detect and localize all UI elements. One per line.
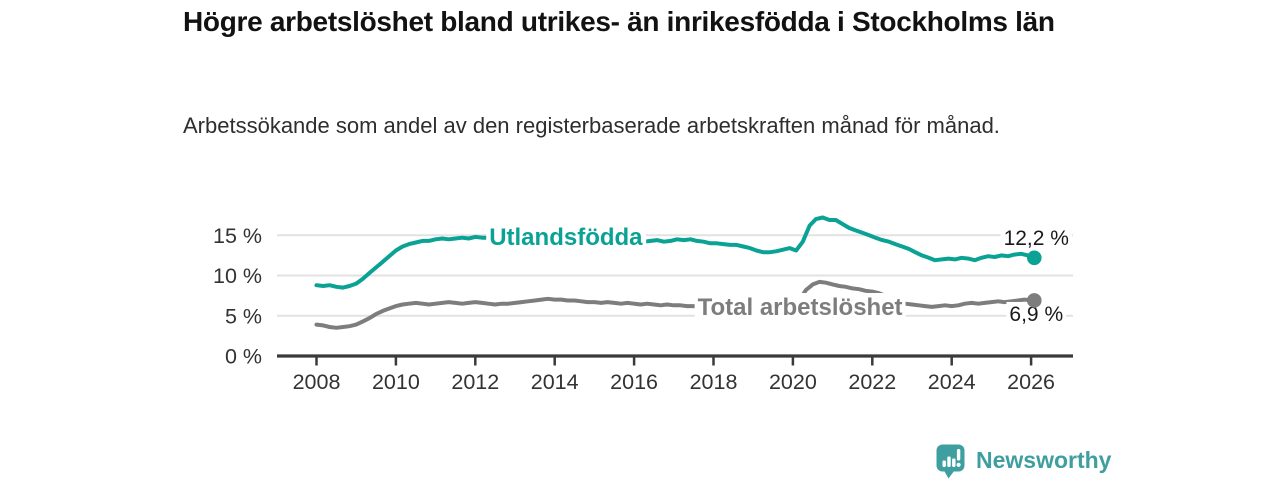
gridlines <box>277 234 1073 317</box>
x-tick-label: 2014 <box>531 370 579 394</box>
svg-text:Utlandsfödda: Utlandsfödda <box>489 224 643 251</box>
bar-chart-speech-bubble-icon <box>936 444 965 479</box>
newsworthy-logo: Newsworthy <box>936 444 1111 479</box>
label-backing <box>1000 225 1072 251</box>
series-end-dot <box>1026 250 1042 266</box>
label-backing <box>694 292 906 322</box>
x-tick-label: 2016 <box>610 370 658 394</box>
series-inline-label: Total arbetslöshet <box>694 292 906 322</box>
svg-text:6,9 %: 6,9 % <box>1009 303 1063 326</box>
series-line-utlandsf-dda <box>314 215 1037 290</box>
x-tick-label: 2022 <box>848 370 896 394</box>
x-tick-label: 2024 <box>928 370 976 394</box>
series-inline-label: Utlandsfödda <box>486 222 647 252</box>
x-tick-label: 2026 <box>1007 370 1055 394</box>
series-end-dot <box>1026 293 1042 308</box>
series-line-total-arbetsl-shet <box>314 279 1037 330</box>
brand-wordmark: Newsworthy <box>976 447 1112 473</box>
x-tick-label: 2012 <box>451 370 499 394</box>
y-tick-label: 15 % <box>213 224 262 248</box>
x-tick-label: 2020 <box>769 370 817 394</box>
chart-title: Högre arbetslöshet bland utrikes- än inr… <box>183 6 1055 37</box>
svg-text:12,2 %: 12,2 % <box>1004 227 1069 250</box>
y-tick-label: 0 % <box>225 345 262 369</box>
label-backing <box>486 222 647 252</box>
x-tick-label: 2018 <box>690 370 738 394</box>
y-tick-label: 5 % <box>225 304 262 328</box>
x-axis: 2008 2010 2012 2014 2016 2018 2020 2022 2024 2026 <box>277 354 1073 394</box>
x-tick-label: 2008 <box>293 370 341 394</box>
chart-subtitle: Arbetssökande som andel av den registerb… <box>183 113 1000 138</box>
x-tick-label: 2010 <box>372 370 420 394</box>
series-end-value-label: 12,2 % <box>1000 225 1072 251</box>
y-tick-label: 10 % <box>213 264 262 288</box>
y-axis-labels: 0 % 5 % 10 % 15 % <box>213 224 262 369</box>
svg-text:Total arbetslöshet: Total arbetslöshet <box>698 294 903 321</box>
